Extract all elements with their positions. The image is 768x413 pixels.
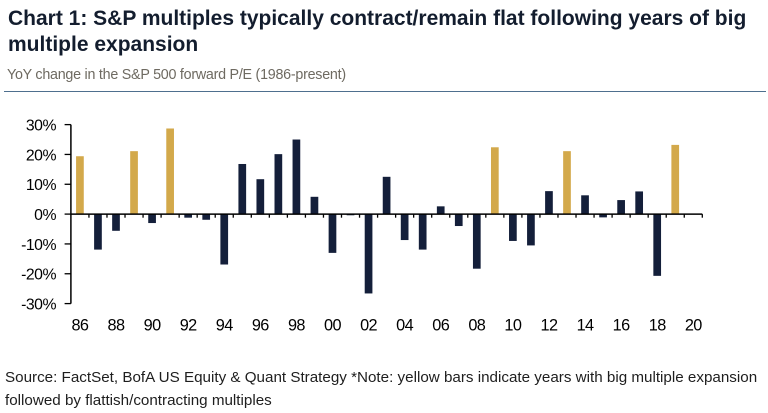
svg-text:18: 18 xyxy=(649,317,666,335)
svg-text:0%: 0% xyxy=(34,207,56,224)
svg-text:16: 16 xyxy=(613,317,630,335)
svg-text:-20%: -20% xyxy=(21,267,56,284)
svg-text:14: 14 xyxy=(577,317,594,335)
svg-text:86: 86 xyxy=(71,317,88,335)
svg-text:98: 98 xyxy=(288,317,305,335)
svg-text:96: 96 xyxy=(252,317,269,335)
svg-text:90: 90 xyxy=(144,317,161,335)
svg-text:-30%: -30% xyxy=(21,296,56,313)
svg-text:02: 02 xyxy=(360,317,377,335)
svg-text:00: 00 xyxy=(324,317,341,335)
svg-text:-10%: -10% xyxy=(21,237,56,254)
svg-text:04: 04 xyxy=(396,317,413,335)
svg-text:92: 92 xyxy=(180,317,197,335)
svg-text:94: 94 xyxy=(216,317,233,335)
svg-text:88: 88 xyxy=(108,317,125,335)
svg-text:30%: 30% xyxy=(26,118,57,135)
svg-text:08: 08 xyxy=(468,317,485,335)
svg-text:10%: 10% xyxy=(26,177,57,194)
svg-text:10: 10 xyxy=(504,317,521,335)
svg-text:06: 06 xyxy=(432,317,449,335)
svg-text:12: 12 xyxy=(540,317,557,335)
svg-text:20%: 20% xyxy=(26,147,57,164)
svg-text:20: 20 xyxy=(685,317,702,335)
